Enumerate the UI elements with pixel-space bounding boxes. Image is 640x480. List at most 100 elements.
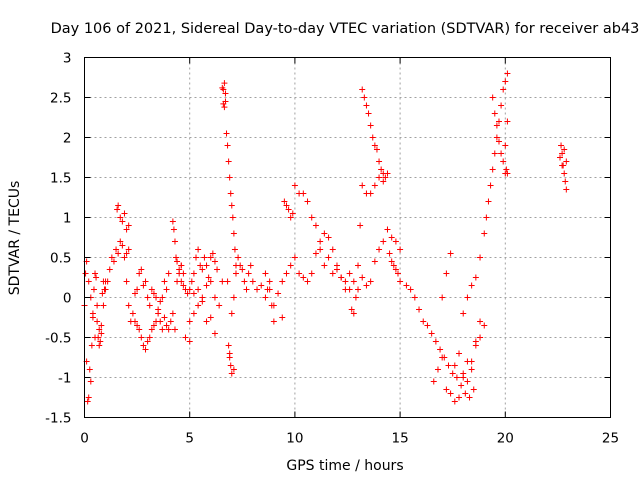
data-point [378, 166, 385, 173]
data-point [159, 326, 166, 333]
data-point [209, 250, 216, 257]
data-point [226, 174, 233, 181]
data-point [348, 306, 355, 313]
x-tick-label: 25 [602, 431, 619, 447]
data-points [81, 70, 570, 405]
data-point [197, 262, 204, 269]
data-point [167, 318, 174, 325]
data-point [420, 318, 427, 325]
data-point [460, 310, 467, 317]
data-point [146, 302, 153, 309]
data-point [178, 278, 185, 285]
x-tick-label: 5 [185, 431, 194, 447]
data-point [437, 346, 444, 353]
data-point [115, 250, 122, 257]
y-tick-label: 1.5 [50, 171, 71, 187]
data-point [495, 138, 502, 145]
data-point [169, 310, 176, 317]
data-point [190, 270, 197, 277]
data-point [114, 206, 121, 213]
data-point [113, 246, 120, 253]
data-point [211, 294, 218, 301]
data-point [468, 282, 475, 289]
data-point [262, 270, 269, 277]
data-point [266, 278, 273, 285]
data-point [502, 142, 509, 149]
data-point [211, 330, 218, 337]
data-point [445, 362, 452, 369]
data-point [150, 290, 157, 297]
data-point [447, 390, 454, 397]
data-point [230, 294, 237, 301]
data-point [384, 170, 391, 177]
data-point [186, 338, 193, 345]
data-point [159, 294, 166, 301]
data-point [90, 286, 97, 293]
data-point [489, 166, 496, 173]
data-point [359, 86, 366, 93]
data-point [495, 118, 502, 125]
data-point [96, 326, 103, 333]
data-point [443, 270, 450, 277]
data-point [199, 266, 206, 273]
data-point [562, 178, 569, 185]
data-point [559, 162, 566, 169]
data-point [99, 290, 106, 297]
data-point [355, 286, 362, 293]
data-point [231, 246, 238, 253]
data-point [563, 158, 570, 165]
data-point [498, 102, 505, 109]
data-point [106, 266, 113, 273]
data-point [291, 254, 298, 261]
data-point [247, 262, 254, 269]
chart-title: Day 106 of 2021, Sidereal Day-to-day VTE… [51, 21, 640, 37]
data-point [157, 298, 164, 305]
data-point [355, 262, 362, 269]
data-point [503, 166, 510, 173]
data-point [369, 134, 376, 141]
data-point [464, 358, 471, 365]
data-point [491, 150, 498, 157]
data-point [237, 262, 244, 269]
data-point [134, 322, 141, 329]
data-point [207, 278, 214, 285]
data-point [403, 282, 410, 289]
data-point [161, 314, 168, 321]
data-point [312, 222, 319, 229]
x-tick-labels: 0 5 10 15 20 25 [80, 431, 619, 447]
axes [84, 57, 611, 418]
data-point [163, 322, 170, 329]
data-point [504, 70, 511, 77]
data-point [279, 278, 286, 285]
data-point [361, 94, 368, 101]
data-point [123, 250, 130, 257]
data-point [117, 214, 124, 221]
data-point [416, 306, 423, 313]
data-point [224, 278, 231, 285]
y-tick-label: -1 [58, 371, 71, 387]
data-point [483, 214, 490, 221]
plot-frame [84, 57, 611, 418]
data-point [329, 270, 336, 277]
data-point [451, 362, 458, 369]
data-point [443, 386, 450, 393]
data-point [229, 214, 236, 221]
data-point [367, 122, 374, 129]
data-point [144, 338, 151, 345]
data-point [227, 190, 234, 197]
data-point [142, 278, 149, 285]
data-point [94, 302, 101, 309]
data-point [102, 286, 109, 293]
data-point [304, 278, 311, 285]
data-point [485, 198, 492, 205]
data-point [500, 86, 507, 93]
data-point [100, 302, 107, 309]
data-point [125, 222, 132, 229]
data-point [222, 90, 229, 97]
data-point [312, 250, 319, 257]
data-point [325, 234, 332, 241]
y-tick-label: -1.5 [45, 411, 71, 427]
data-point [371, 182, 378, 189]
data-point [225, 158, 232, 165]
x-tick-label: 15 [392, 431, 409, 447]
